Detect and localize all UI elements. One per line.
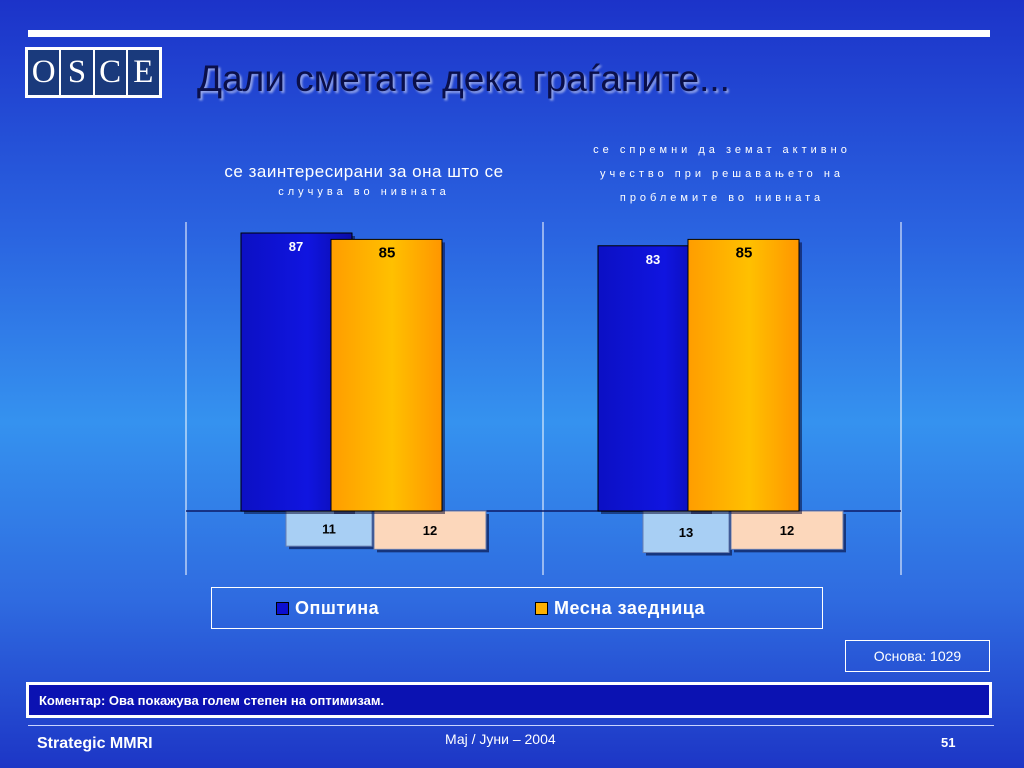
bar-negative-opstina bbox=[642, 510, 730, 554]
legend-swatch bbox=[535, 602, 548, 615]
logo-letter: E bbox=[127, 50, 159, 95]
bar-negative-mesna-zaednica bbox=[373, 510, 487, 550]
bar-negative-mesna-zaednica bbox=[730, 510, 844, 550]
data-label: 87 bbox=[289, 239, 303, 254]
data-label: 12 bbox=[780, 523, 794, 538]
data-label: 11 bbox=[322, 522, 336, 537]
chart-legend: Општина Месна заедница bbox=[211, 587, 823, 629]
data-label: 85 bbox=[379, 244, 396, 261]
footer-date: Мај / Јуни – 2004 bbox=[445, 731, 556, 747]
bottom-rule bbox=[28, 725, 994, 726]
comment-box: Коментар: Ова покажува голем степен на о… bbox=[26, 682, 992, 718]
legend-swatch bbox=[276, 602, 289, 615]
sample-base-note: Основа: 1029 bbox=[845, 640, 990, 672]
legend-item-opstina: Општина bbox=[276, 598, 379, 619]
panel-title-interest: се заинтересирани за она што се случува … bbox=[186, 162, 542, 198]
top-rule bbox=[28, 30, 990, 37]
panel-title-line: се заинтересирани за она што се bbox=[224, 162, 504, 181]
bar-mesna-zaednica bbox=[687, 238, 800, 512]
data-label: 12 bbox=[423, 523, 437, 538]
legend-item-mesna-zaednica: Месна заедница bbox=[535, 598, 705, 619]
data-label: 13 bbox=[679, 525, 693, 540]
panel-title-line: случува во нивната bbox=[278, 186, 450, 198]
page-number: 51 bbox=[941, 735, 956, 750]
footer-company: Strategic MMRI bbox=[37, 735, 153, 752]
legend-label: Месна заедница bbox=[554, 598, 706, 618]
data-label: 85 bbox=[736, 244, 753, 261]
panel-title-participation: се спремни да земат активно учество при … bbox=[543, 138, 901, 210]
bar-negative-opstina bbox=[285, 510, 373, 547]
panel-title-line: се спремни да земат активно bbox=[593, 144, 851, 156]
panel-title-line: проблемите во нивната bbox=[619, 192, 825, 204]
logo-letter: S bbox=[61, 50, 93, 95]
page-title: Дали сметате дека граѓаните... bbox=[197, 58, 730, 99]
panel-title-line: учество при решавањето на bbox=[599, 168, 845, 180]
data-label: 83 bbox=[646, 252, 660, 267]
bar-mesna-zaednica bbox=[330, 238, 443, 512]
logo-letter: O bbox=[28, 50, 60, 95]
legend-label: Општина bbox=[295, 598, 380, 618]
logo-letter: C bbox=[94, 50, 126, 95]
osce-logo: O S C E bbox=[25, 47, 162, 98]
